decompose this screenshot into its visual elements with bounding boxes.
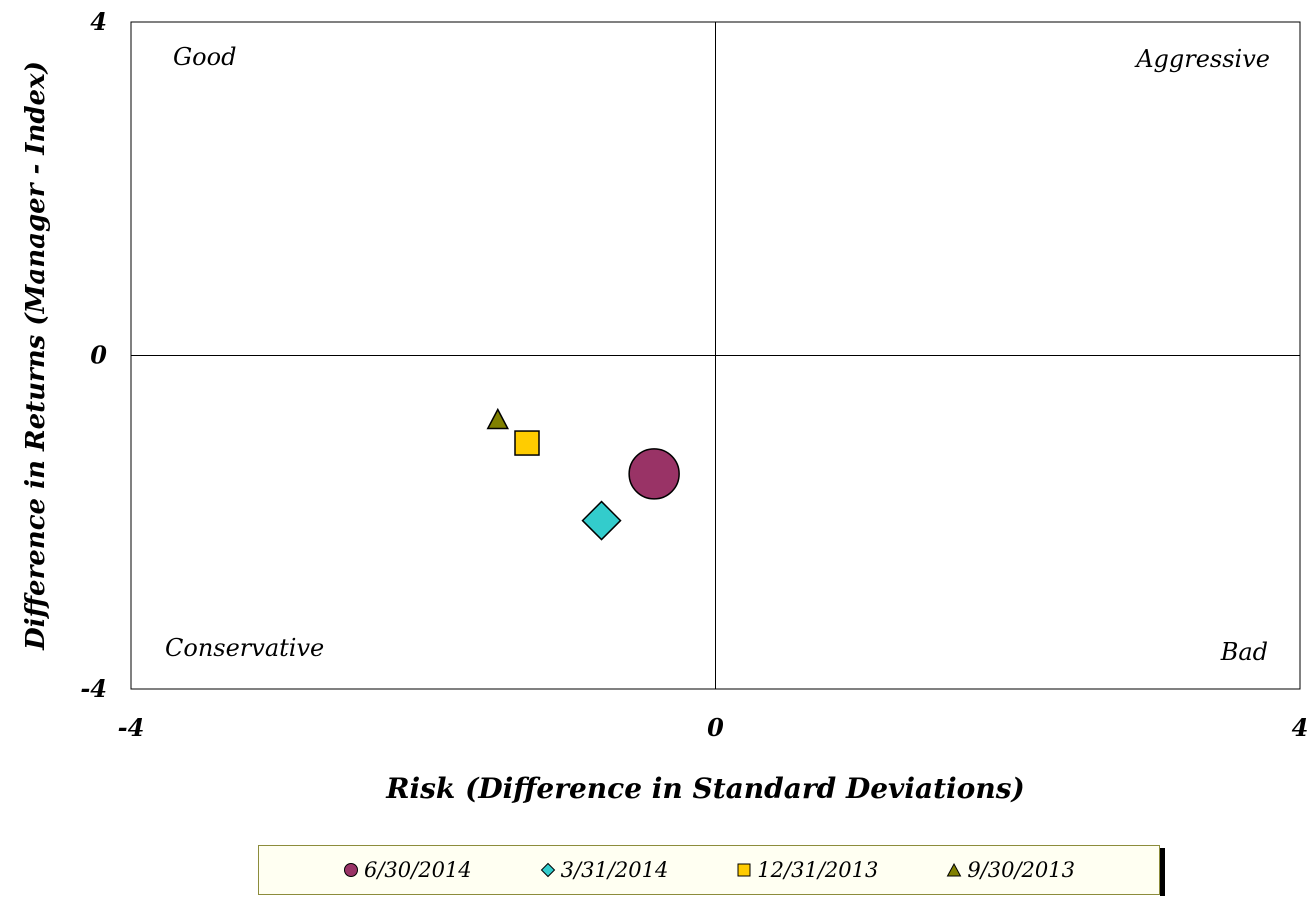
data-point-square	[514, 430, 540, 456]
legend-label: 3/31/2014	[560, 858, 669, 882]
data-point-diamond	[581, 500, 622, 541]
legend-item-9-30-2013: 9/30/2013	[946, 858, 1075, 882]
y-tick-label: 0	[90, 341, 107, 370]
quadrant-label-conservative: Conservative	[165, 634, 324, 662]
x-tick-label: 4	[1292, 713, 1309, 742]
circle-marker-icon	[343, 863, 358, 877]
legend: 6/30/2014 3/31/2014 12/31/2013 9/30/2013	[258, 845, 1160, 895]
legend-item-12-31-2013: 12/31/2013	[736, 858, 878, 882]
data-point-triangle	[486, 407, 510, 430]
diamond-marker-icon	[540, 862, 555, 878]
data-point-circle	[628, 448, 680, 500]
y-tick-label: -4	[80, 674, 107, 703]
legend-shadow	[1160, 848, 1165, 896]
y-axis-title: Difference in Returns (Manager - Index)	[21, 61, 51, 651]
scatter-chart: Good Aggressive Conservative Bad 4 0 -4 …	[21, 7, 1309, 805]
quadrant-label-aggressive: Aggressive	[1134, 45, 1270, 73]
quadrant-label-bad: Bad	[1220, 638, 1268, 666]
y-tick-label: 4	[90, 7, 107, 36]
triangle-marker-icon	[946, 862, 962, 877]
quadrant-label-good: Good	[173, 43, 236, 71]
legend-label: 6/30/2014	[363, 858, 472, 882]
x-axis-title: Risk (Difference in Standard Deviations)	[385, 772, 1024, 805]
data-points	[486, 407, 680, 541]
legend-item-6-30-2014: 6/30/2014	[343, 858, 472, 882]
legend-label: 12/31/2013	[757, 858, 879, 882]
legend-item-3-31-2014: 3/31/2014	[540, 858, 669, 882]
square-marker-icon	[737, 863, 751, 877]
x-tick-label: 0	[707, 713, 724, 742]
legend-label: 9/30/2013	[967, 858, 1075, 882]
x-tick-label: -4	[118, 713, 145, 742]
